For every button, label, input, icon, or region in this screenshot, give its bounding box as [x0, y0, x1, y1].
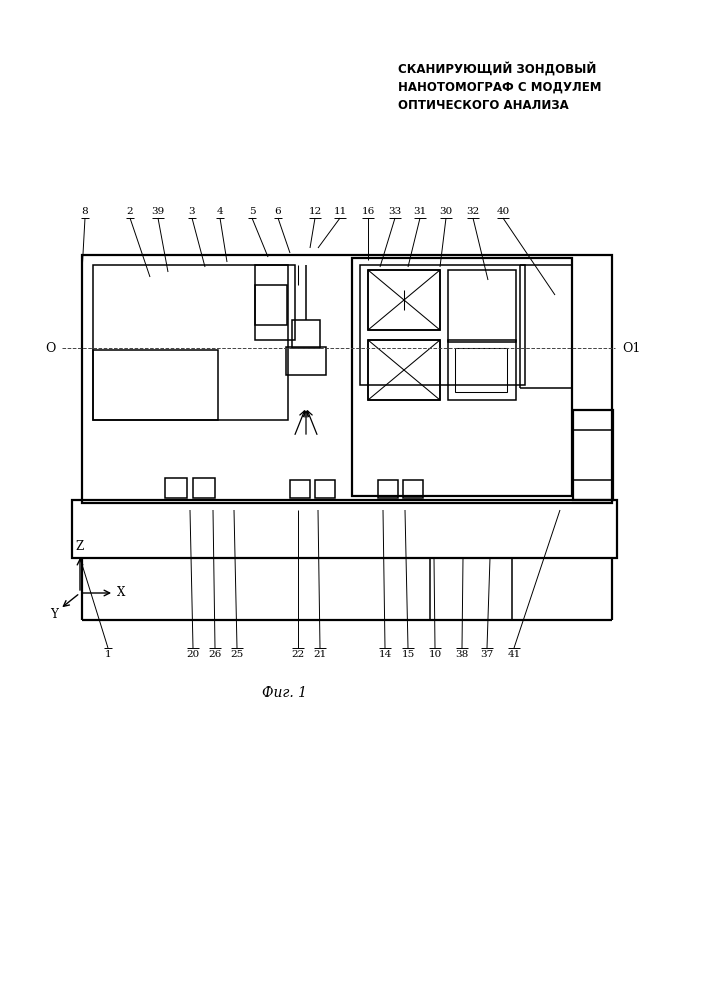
Text: 8: 8 [82, 207, 88, 216]
Bar [82, 255, 612, 503]
Bar [292, 320, 320, 348]
Bar [448, 270, 516, 342]
Bar [193, 478, 215, 498]
Bar [378, 480, 398, 498]
Text: 10: 10 [428, 650, 442, 659]
Text: O: O [46, 342, 56, 355]
Text: Y: Y [50, 608, 58, 621]
Text: 3: 3 [189, 207, 195, 216]
Bar [286, 347, 326, 375]
Text: 41: 41 [508, 650, 520, 659]
Text: Z: Z [76, 540, 84, 554]
Bar [360, 265, 525, 385]
Text: 22: 22 [291, 650, 305, 659]
Text: 14: 14 [378, 650, 392, 659]
Text: 33: 33 [388, 207, 402, 216]
Bar [368, 340, 440, 400]
Bar [255, 265, 295, 340]
Bar [93, 265, 288, 420]
Text: 30: 30 [439, 207, 452, 216]
Text: 26: 26 [209, 650, 221, 659]
Text: 1: 1 [105, 650, 111, 659]
Bar [72, 500, 617, 558]
Bar [455, 348, 507, 392]
Text: 38: 38 [455, 650, 469, 659]
Bar [368, 340, 440, 400]
Text: 32: 32 [467, 207, 479, 216]
Text: X: X [117, 586, 125, 599]
Bar [352, 258, 572, 496]
Text: 31: 31 [414, 207, 426, 216]
Text: O1: O1 [622, 342, 641, 355]
Text: 40: 40 [496, 207, 510, 216]
Bar [93, 350, 218, 420]
Text: 39: 39 [151, 207, 165, 216]
Text: 11: 11 [334, 207, 346, 216]
Bar [315, 480, 335, 498]
Bar [448, 340, 516, 400]
Text: СКАНИРУЮЩИЙ ЗОНДОВЫЙ
НАНОТОМОГРАФ С МОДУЛЕМ
ОПТИЧЕСКОГО АНАЛИЗА: СКАНИРУЮЩИЙ ЗОНДОВЫЙ НАНОТОМОГРАФ С МОДУ… [398, 62, 602, 112]
Bar [290, 480, 310, 498]
Text: Фuг. 1: Фuг. 1 [262, 686, 308, 700]
Bar [165, 478, 187, 498]
Bar [368, 270, 440, 330]
Bar [368, 270, 440, 330]
Text: 25: 25 [230, 650, 244, 659]
Text: 16: 16 [361, 207, 375, 216]
Text: 20: 20 [187, 650, 199, 659]
Text: 2: 2 [127, 207, 134, 216]
Bar [403, 480, 423, 498]
Text: 37: 37 [480, 650, 493, 659]
Text: 6: 6 [275, 207, 281, 216]
Bar [255, 285, 287, 325]
Text: 15: 15 [402, 650, 414, 659]
Text: 12: 12 [308, 207, 322, 216]
Text: 5: 5 [249, 207, 255, 216]
Bar [573, 410, 613, 500]
Text: 4: 4 [216, 207, 223, 216]
Text: 21: 21 [313, 650, 327, 659]
